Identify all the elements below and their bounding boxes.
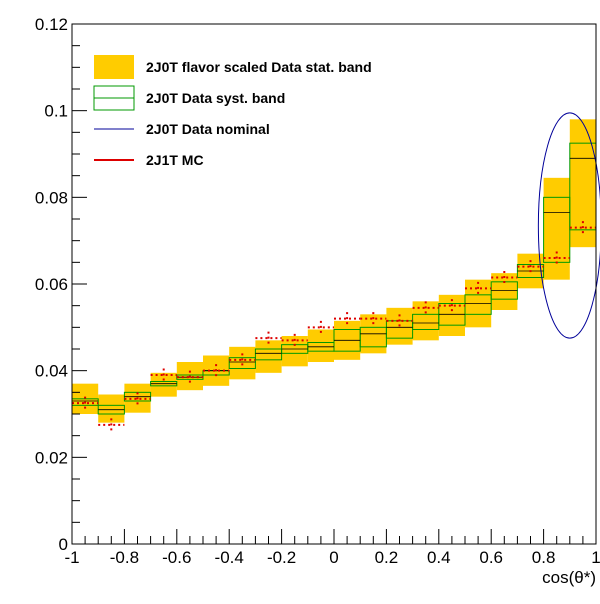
stat-band-bin <box>543 177 570 280</box>
x-tick-label: -1 <box>64 548 79 567</box>
annotation-ellipse <box>537 112 600 339</box>
stat-band-bin <box>255 340 282 373</box>
y-tick-label: 0.04 <box>35 362 68 381</box>
x-tick-label: 0.8 <box>532 548 556 567</box>
y-tick-label: 0.02 <box>35 448 68 467</box>
plot-area <box>71 112 600 432</box>
legend-swatch-stat-band <box>94 55 134 79</box>
legend-label: 2J0T Data syst. band <box>146 90 285 106</box>
x-tick-label: -0.6 <box>162 548 191 567</box>
stat-band-bin <box>307 329 334 362</box>
x-tick-label: 0.2 <box>375 548 399 567</box>
legend: 2J0T flavor scaled Data stat. band 2J0T D… <box>93 55 372 168</box>
syst-band-bin <box>464 294 492 315</box>
y-tick-label: 0.12 <box>35 15 68 34</box>
stat-band-bin <box>438 294 465 336</box>
x-tick-label: 0.4 <box>427 548 451 567</box>
x-tick-label: 1 <box>591 548 600 567</box>
legend-label: 2J0T Data nominal <box>146 121 270 137</box>
stat-band-bin <box>491 273 518 310</box>
stat-band-bin <box>569 119 596 248</box>
stat-band-bin <box>98 394 125 423</box>
y-tick-label: 0.06 <box>35 275 68 294</box>
x-tick-label: -0.2 <box>267 548 296 567</box>
x-axis-label: cos(θ*) <box>542 568 596 587</box>
x-tick-label: -0.8 <box>110 548 139 567</box>
syst-band-bin <box>254 348 283 361</box>
x-tick-label: 0 <box>329 548 338 567</box>
stat-band-bin <box>150 372 177 397</box>
y-tick-label: 0.08 <box>35 188 68 207</box>
syst-band-bin <box>228 357 256 369</box>
legend-label: 2J0T flavor scaled Data stat. band <box>146 59 372 75</box>
stat-band-bin <box>229 346 256 380</box>
y-tick-label: 0 <box>59 535 68 554</box>
x-tick-label: 0.6 <box>479 548 503 567</box>
x-tick-label: -0.4 <box>215 548 244 567</box>
y-tick-label: 0.1 <box>44 102 68 121</box>
legend-label: 2J1T MC <box>146 152 204 168</box>
axes: -1 -0.8 -0.6 -0.4 -0.2 0 0.2 0.4 0.6 0.8 1 0 0.02 0.0… <box>35 15 600 567</box>
